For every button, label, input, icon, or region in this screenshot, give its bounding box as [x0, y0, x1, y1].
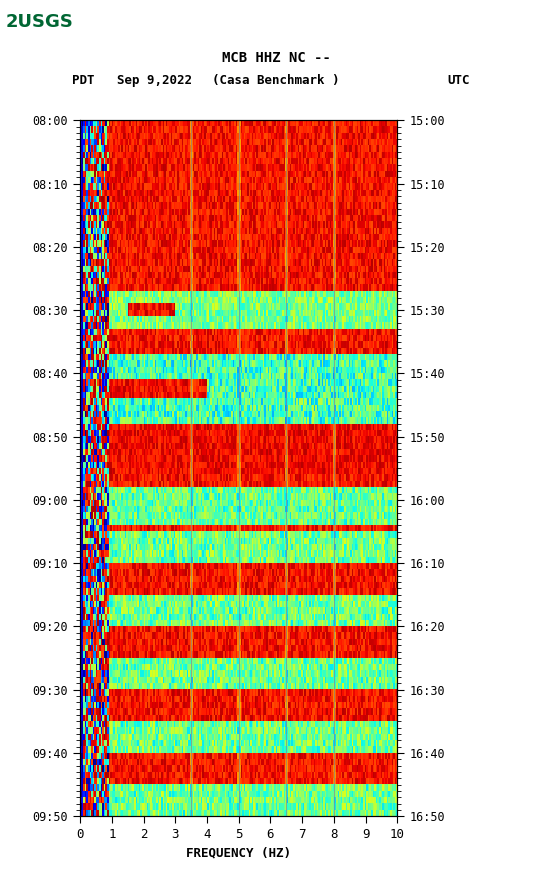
X-axis label: FREQUENCY (HZ): FREQUENCY (HZ)	[186, 847, 291, 860]
Text: PDT   Sep 9,2022: PDT Sep 9,2022	[72, 74, 192, 87]
Text: (Casa Benchmark ): (Casa Benchmark )	[213, 74, 339, 87]
Text: UTC: UTC	[447, 74, 469, 87]
Text: 2USGS: 2USGS	[6, 13, 73, 31]
Text: MCB HHZ NC --: MCB HHZ NC --	[221, 51, 331, 65]
